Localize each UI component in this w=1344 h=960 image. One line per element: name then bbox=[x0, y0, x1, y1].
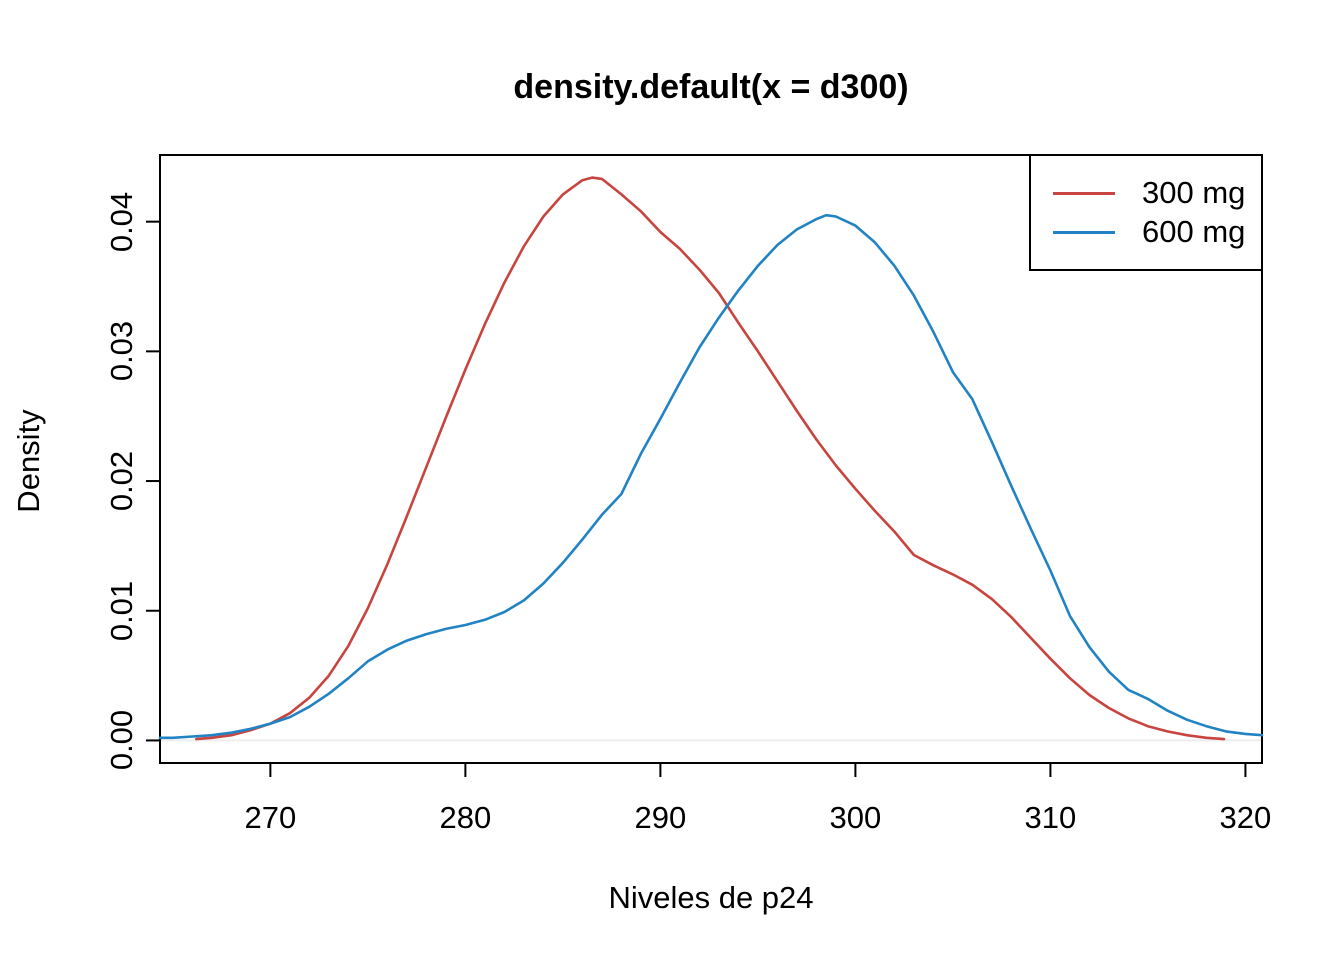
y-tick-label: 0.03 bbox=[104, 321, 139, 382]
x-tick-label: 290 bbox=[634, 800, 687, 835]
x-tick-label: 270 bbox=[244, 800, 297, 835]
density-curve-600-mg bbox=[158, 213, 1264, 740]
y-tick-label: 0.00 bbox=[104, 710, 139, 771]
x-tick-label: 280 bbox=[439, 800, 492, 835]
legend-entry-600mg: 600 mg bbox=[1031, 213, 1261, 252]
y-tick-label: 0.04 bbox=[104, 191, 139, 252]
x-tick-label: 310 bbox=[1024, 800, 1077, 835]
y-tick-label: 0.01 bbox=[104, 580, 139, 641]
legend-box: 300 mg 600 mg bbox=[1029, 154, 1263, 271]
chart-title: density.default(x = d300) bbox=[513, 68, 909, 106]
density-curve-300-mg bbox=[195, 176, 1226, 741]
x-tick-label: 320 bbox=[1219, 800, 1272, 835]
legend-label: 300 mg bbox=[1142, 175, 1246, 210]
legend-entry-300mg: 300 mg bbox=[1031, 174, 1261, 213]
x-tick-label: 300 bbox=[829, 800, 882, 835]
legend-label: 600 mg bbox=[1142, 214, 1246, 249]
legend-line-sample-red bbox=[1053, 191, 1115, 195]
x-axis-label: Niveles de p24 bbox=[608, 880, 814, 915]
y-axis-label: Density bbox=[11, 409, 46, 513]
y-tick-label: 0.02 bbox=[104, 450, 139, 512]
plot-border bbox=[159, 154, 1263, 764]
legend-line-sample-blue bbox=[1053, 230, 1115, 234]
